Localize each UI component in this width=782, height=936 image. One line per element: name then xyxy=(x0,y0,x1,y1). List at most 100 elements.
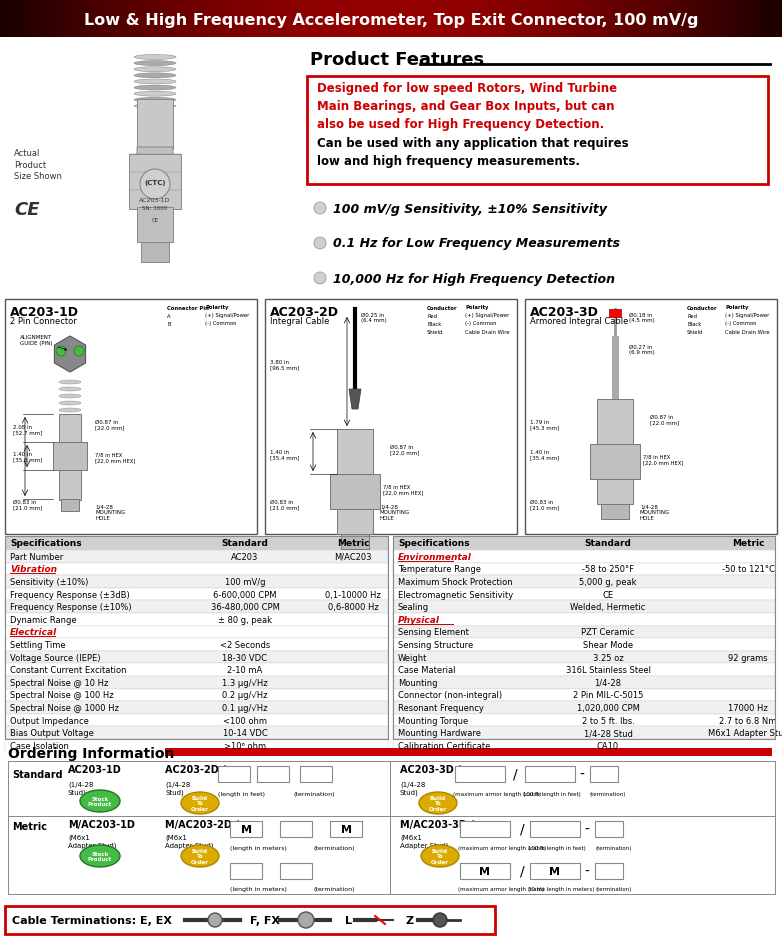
Bar xyxy=(180,0,184,38)
Text: Spectral Noise @ 1000 Hz: Spectral Noise @ 1000 Hz xyxy=(10,703,119,712)
Bar xyxy=(250,0,254,38)
Bar xyxy=(708,0,712,38)
Bar xyxy=(590,0,594,38)
Bar xyxy=(530,863,580,879)
Bar xyxy=(641,0,645,38)
Bar xyxy=(211,0,215,38)
Bar xyxy=(51,0,55,38)
Text: (cable length in feet): (cable length in feet) xyxy=(523,791,581,797)
Bar xyxy=(536,0,540,38)
Bar xyxy=(172,0,176,38)
Text: Mounting: Mounting xyxy=(398,678,437,687)
Text: 0.1 μg/√Hz: 0.1 μg/√Hz xyxy=(222,703,267,712)
Bar xyxy=(735,0,739,38)
Text: Mounting Torque: Mounting Torque xyxy=(398,716,468,724)
Text: Environmental: Environmental xyxy=(398,552,472,562)
Bar xyxy=(344,0,348,38)
Bar xyxy=(704,0,708,38)
Text: 5,000 g, peak: 5,000 g, peak xyxy=(579,578,637,586)
Bar xyxy=(393,536,775,739)
Bar xyxy=(696,0,700,38)
Bar xyxy=(129,0,133,38)
Bar xyxy=(393,638,775,651)
Text: B: B xyxy=(167,321,170,326)
Bar xyxy=(393,677,775,689)
Bar xyxy=(289,0,293,38)
Bar xyxy=(590,767,618,782)
Bar xyxy=(94,0,98,38)
Bar xyxy=(614,0,618,38)
Text: Shield: Shield xyxy=(687,329,703,334)
Bar xyxy=(727,0,731,38)
Text: Metric: Metric xyxy=(732,539,764,548)
Bar xyxy=(39,0,43,38)
Bar xyxy=(5,536,388,550)
Bar xyxy=(692,0,696,38)
Text: 2.7 to 6.8 Nm: 2.7 to 6.8 Nm xyxy=(719,716,777,724)
Text: Output Impedance: Output Impedance xyxy=(10,716,89,724)
Bar xyxy=(20,0,23,38)
Bar xyxy=(356,0,360,38)
Circle shape xyxy=(56,346,66,357)
Text: AC203-1D: AC203-1D xyxy=(139,197,170,202)
Bar xyxy=(426,0,430,38)
Bar xyxy=(109,0,113,38)
Bar xyxy=(137,100,173,150)
Text: Mounting Hardware: Mounting Hardware xyxy=(398,728,481,738)
Text: Temperature Range: Temperature Range xyxy=(398,564,481,574)
Bar xyxy=(391,0,395,38)
Bar xyxy=(395,0,399,38)
Bar xyxy=(215,0,219,38)
Bar xyxy=(230,821,262,837)
Bar xyxy=(5,906,495,934)
Bar xyxy=(393,626,775,638)
Text: 0,1-10000 Hz: 0,1-10000 Hz xyxy=(325,590,381,599)
Bar xyxy=(230,863,262,879)
Bar xyxy=(5,536,388,739)
Text: (-) Common: (-) Common xyxy=(205,321,236,326)
Bar xyxy=(583,0,586,38)
Bar xyxy=(571,0,575,38)
Bar xyxy=(739,0,743,38)
Bar xyxy=(207,0,211,38)
Bar xyxy=(5,626,388,638)
Bar xyxy=(309,0,313,38)
Text: <2 Seconds: <2 Seconds xyxy=(220,640,270,650)
Text: Z: Z xyxy=(405,915,413,925)
Bar xyxy=(375,0,379,38)
Text: (M6x1
Adapter Stud): (M6x1 Adapter Stud) xyxy=(400,834,449,848)
Text: M: M xyxy=(241,824,252,834)
Bar xyxy=(500,0,504,38)
Bar xyxy=(762,0,766,38)
Bar xyxy=(348,0,352,38)
Bar xyxy=(493,0,497,38)
Bar xyxy=(5,739,388,752)
Text: F, FX: F, FX xyxy=(250,915,280,925)
Bar xyxy=(165,748,772,756)
Text: Specifications: Specifications xyxy=(10,539,81,548)
Bar xyxy=(393,563,775,576)
Bar xyxy=(633,0,637,38)
Text: 1/4-28 Stud: 1/4-28 Stud xyxy=(583,728,633,738)
Text: M: M xyxy=(340,824,351,834)
Bar xyxy=(102,0,106,38)
Text: 36-480,000 CPM: 36-480,000 CPM xyxy=(210,603,279,611)
Text: -58 to 250°F: -58 to 250°F xyxy=(582,564,634,574)
Polygon shape xyxy=(349,389,361,410)
Bar xyxy=(141,242,169,263)
Bar xyxy=(176,0,180,38)
Bar xyxy=(325,0,328,38)
Bar xyxy=(246,0,250,38)
Text: M/AC203: M/AC203 xyxy=(334,552,371,562)
Bar xyxy=(393,550,775,563)
Text: CE: CE xyxy=(14,201,40,219)
Text: M/AC203-1D: M/AC203-1D xyxy=(68,819,135,829)
Bar xyxy=(4,0,8,38)
Bar xyxy=(563,0,567,38)
Text: /: / xyxy=(520,864,524,878)
Bar xyxy=(508,0,512,38)
Text: (maximum armor length 100 ft): (maximum armor length 100 ft) xyxy=(453,791,541,797)
Bar xyxy=(129,154,181,210)
Bar xyxy=(393,588,775,601)
Bar xyxy=(160,0,164,38)
